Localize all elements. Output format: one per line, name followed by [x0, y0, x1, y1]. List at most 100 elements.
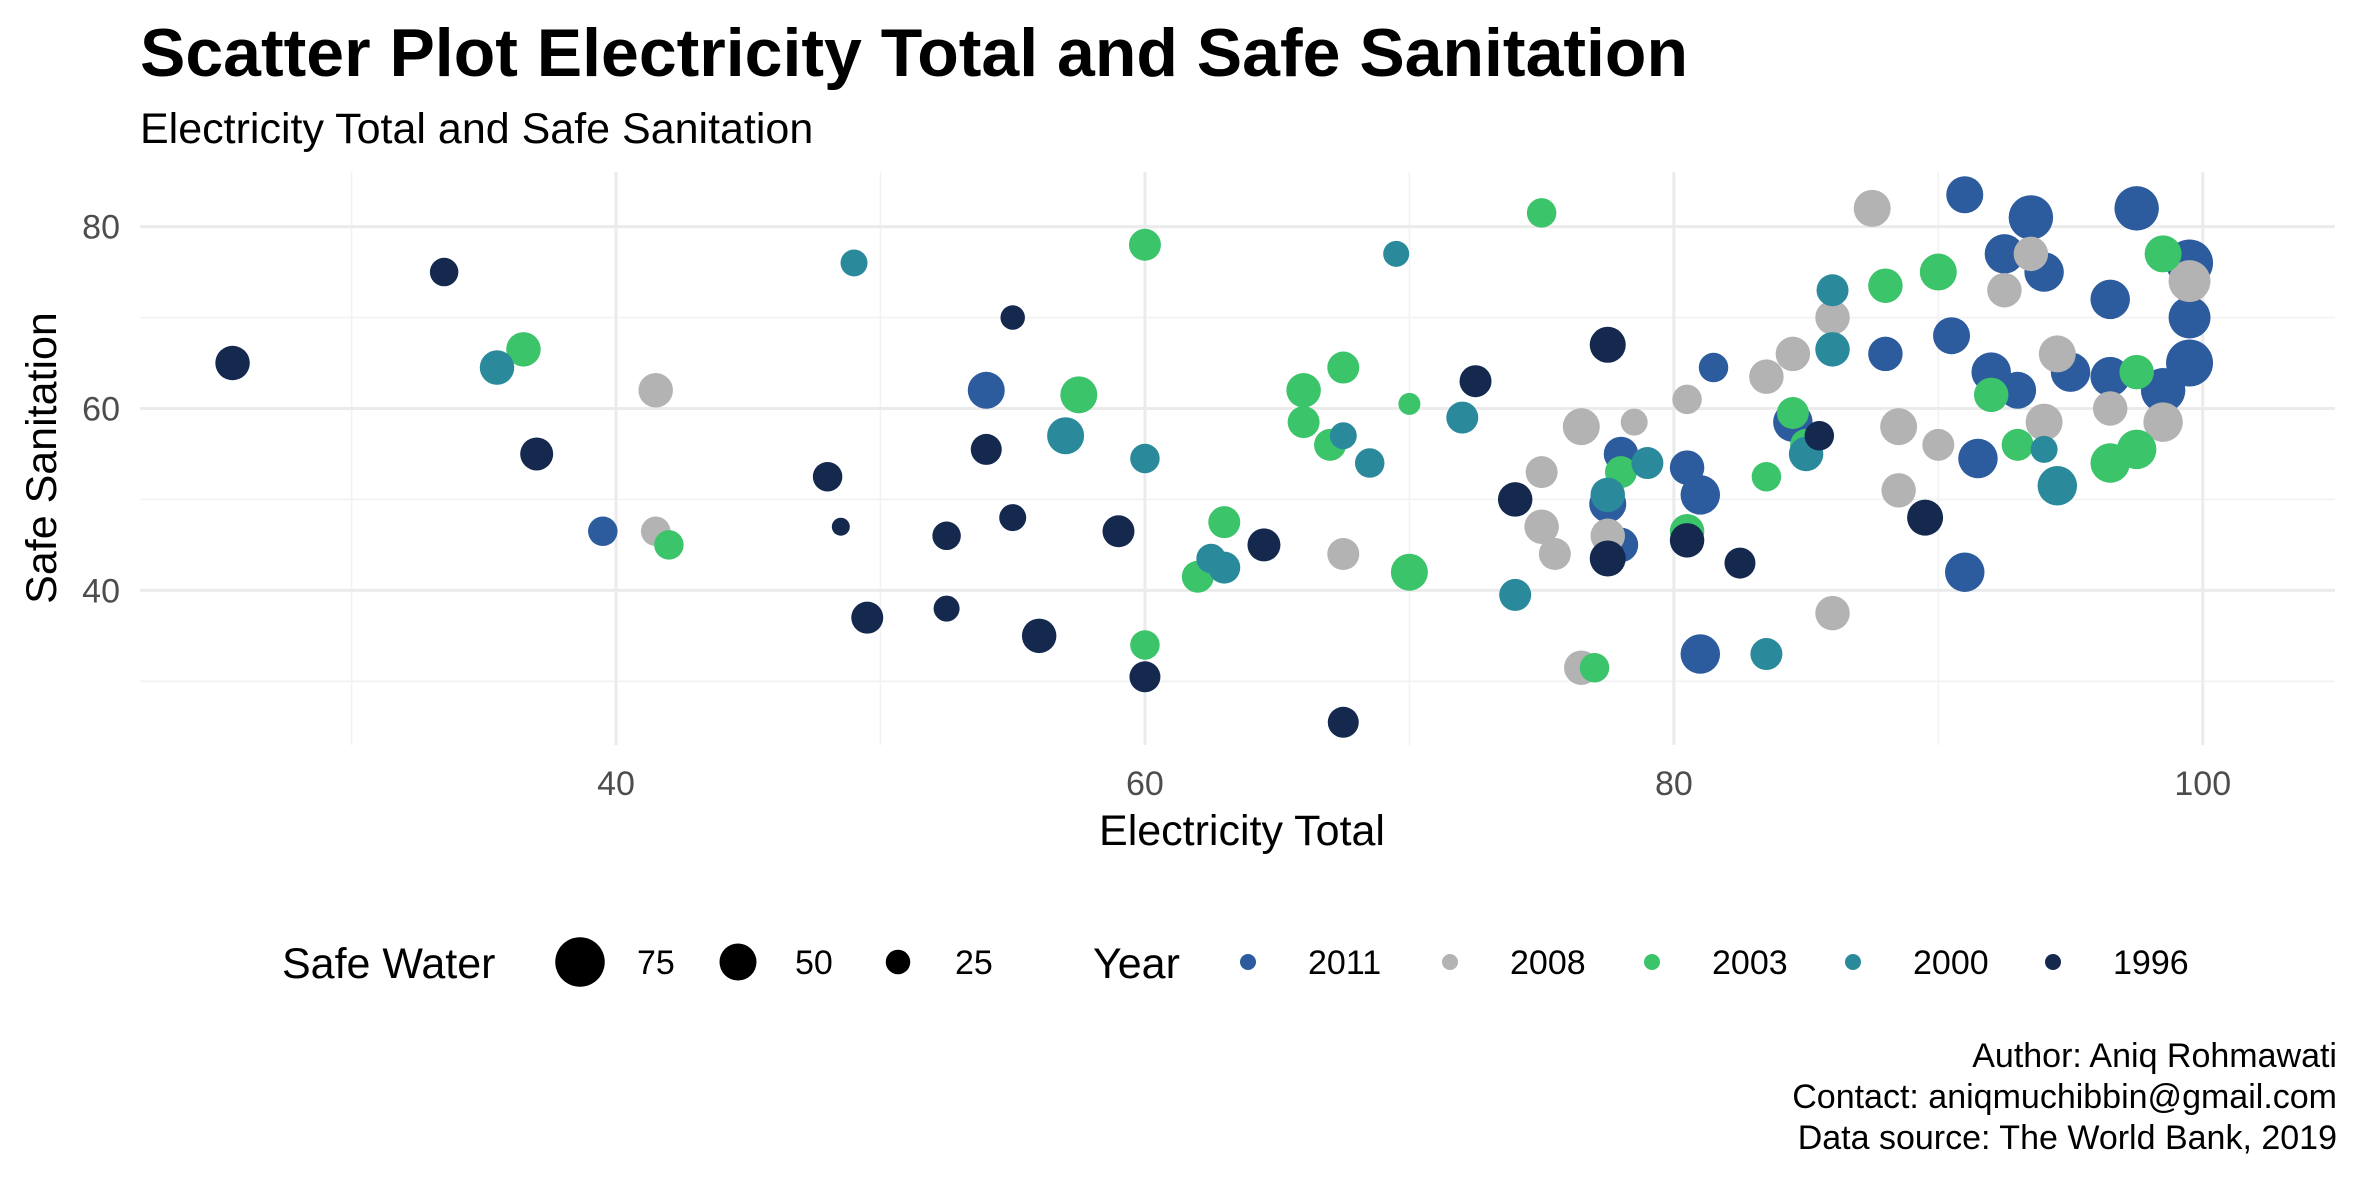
caption-author: Author: Aniq Rohmawati	[1972, 1037, 2337, 1075]
y-tick-label: 60	[82, 390, 120, 428]
color-legend-key	[1845, 954, 1861, 970]
data-point	[1208, 506, 1241, 539]
data-point	[506, 332, 541, 367]
data-point	[1247, 528, 1281, 562]
color-legend-label: 2000	[1913, 944, 1989, 982]
color-legend-label: 2011	[1308, 944, 1381, 982]
data-point	[1286, 373, 1321, 408]
x-axis-title: Electricity Total	[1099, 807, 1385, 855]
series-2000	[479, 240, 2078, 671]
data-point	[1680, 634, 1721, 674]
data-point	[1815, 595, 1850, 631]
data-point	[1589, 540, 1626, 577]
data-point	[2037, 466, 2078, 506]
caption: Author: Aniq Rohmawati Contact: aniqmuch…	[1792, 1037, 2337, 1157]
data-point	[1853, 189, 1891, 227]
series-1996	[215, 257, 1944, 738]
data-point	[1497, 482, 1533, 517]
data-point	[2038, 335, 2076, 373]
data-point	[1984, 234, 2025, 274]
x-tick-label: 40	[597, 765, 635, 803]
data-point	[1130, 443, 1160, 474]
data-point	[2116, 429, 2157, 470]
data-point	[520, 437, 554, 471]
data-point	[2090, 279, 2130, 320]
data-point	[1525, 456, 1558, 489]
data-point	[1383, 240, 1410, 267]
data-point	[588, 516, 618, 547]
data-point	[1128, 228, 1161, 261]
data-point	[1749, 359, 1784, 394]
data-point	[1562, 408, 1600, 446]
data-point	[1815, 300, 1850, 335]
data-point	[1672, 384, 1702, 415]
data-point	[1398, 392, 1421, 415]
data-point	[2143, 402, 2183, 442]
data-point	[933, 595, 960, 622]
data-point	[1868, 268, 1903, 303]
data-point	[1815, 332, 1850, 367]
data-point	[2092, 391, 2128, 426]
y-tick-label: 80	[82, 209, 120, 247]
data-point	[1698, 352, 1729, 383]
data-point	[999, 504, 1027, 532]
data-point	[1804, 421, 1835, 451]
data-point	[1021, 618, 1057, 654]
data-point	[967, 371, 1005, 409]
data-point	[1724, 547, 1756, 579]
color-legend-key	[1240, 954, 1256, 970]
data-point	[840, 249, 868, 277]
plot-points	[215, 176, 2214, 738]
series-2008	[638, 189, 2211, 685]
data-point	[1327, 351, 1360, 384]
data-point	[2025, 403, 2063, 441]
data-point	[1680, 475, 1721, 515]
data-point	[1776, 397, 1809, 430]
data-point	[851, 601, 884, 634]
data-point	[1620, 408, 1648, 436]
data-point	[1933, 317, 1971, 355]
data-point	[215, 345, 250, 381]
data-point	[812, 461, 843, 492]
data-point	[1880, 408, 1918, 446]
legend: Safe Water 75 50 25 Year 2011 2008 2003 2000 1…	[282, 937, 2189, 988]
color-legend-label: 2003	[1712, 944, 1788, 982]
data-point	[1102, 515, 1135, 548]
data-point	[1390, 553, 1428, 591]
data-point	[1499, 578, 1532, 611]
color-legend-title: Year	[1093, 940, 1180, 988]
data-point	[2168, 296, 2211, 339]
color-legend-key	[2045, 954, 2061, 970]
data-point	[1287, 406, 1320, 439]
size-legend-title: Safe Water	[282, 940, 496, 988]
data-point	[1579, 652, 1610, 683]
data-point	[970, 433, 1002, 465]
data-point	[1919, 253, 1957, 291]
data-point	[1631, 447, 1664, 480]
data-point	[1751, 461, 1782, 492]
size-legend-label: 50	[795, 944, 833, 982]
data-point	[2013, 236, 2049, 272]
size-legend-key	[555, 937, 605, 987]
data-point	[1329, 422, 1357, 450]
data-point	[429, 257, 459, 287]
data-point	[2144, 235, 2182, 273]
data-point	[1129, 661, 1161, 693]
data-point	[1446, 401, 1479, 434]
data-point	[2030, 435, 2058, 463]
data-point	[2008, 195, 2054, 240]
data-point	[1538, 538, 1571, 570]
data-point	[1868, 336, 1903, 372]
data-point	[1590, 477, 1625, 513]
x-tick-label: 60	[1126, 765, 1164, 803]
data-point	[2090, 356, 2130, 397]
data-point	[1327, 706, 1359, 738]
size-legend-key	[719, 943, 757, 981]
data-point	[1669, 450, 1705, 485]
color-legend: 2011 2008 2003 2000 1996	[1240, 944, 2189, 982]
data-point	[932, 521, 961, 551]
data-point	[1047, 417, 1085, 455]
data-point	[479, 350, 515, 385]
data-point	[654, 530, 684, 560]
